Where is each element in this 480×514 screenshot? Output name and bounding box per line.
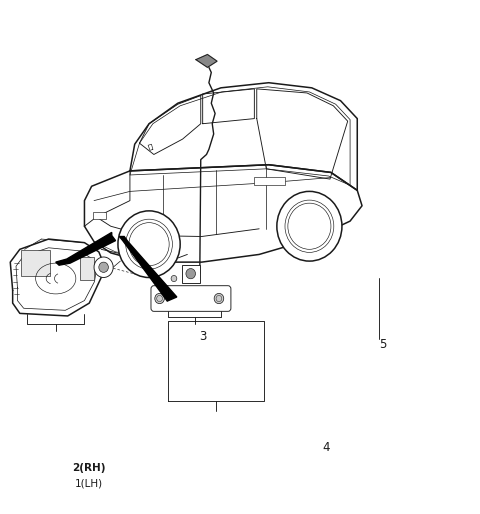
Polygon shape (84, 164, 362, 262)
Circle shape (171, 276, 177, 282)
Circle shape (99, 262, 108, 272)
Circle shape (214, 293, 224, 304)
Text: 4: 4 (323, 441, 330, 454)
Bar (80, 257, 94, 280)
Circle shape (118, 211, 180, 278)
Bar (93, 212, 106, 219)
Circle shape (155, 293, 164, 304)
Bar (254, 177, 286, 185)
Text: 1(LH): 1(LH) (75, 479, 103, 489)
FancyBboxPatch shape (151, 286, 231, 311)
Text: 2(RH): 2(RH) (72, 463, 106, 473)
Bar (181, 265, 200, 283)
Text: 3: 3 (199, 330, 207, 343)
Polygon shape (120, 236, 177, 301)
Bar (21, 250, 50, 277)
Text: 5: 5 (379, 338, 386, 351)
Polygon shape (56, 232, 116, 265)
Circle shape (186, 268, 195, 279)
Polygon shape (130, 83, 357, 190)
Circle shape (277, 191, 342, 261)
Polygon shape (196, 54, 217, 67)
Circle shape (94, 257, 113, 278)
Polygon shape (10, 239, 104, 316)
